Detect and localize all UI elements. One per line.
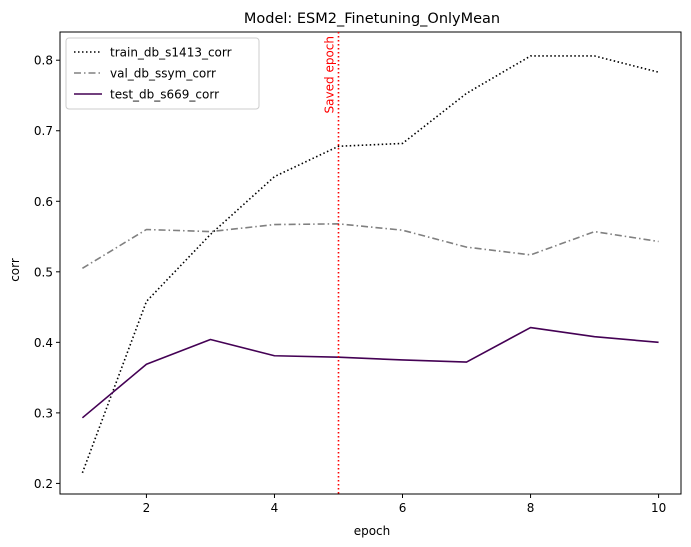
legend: train_db_s1413_corr val_db_ssym_corr test_…	[65, 37, 260, 110]
plot-frame	[59, 31, 682, 495]
legend-label: test_db_s669_corr	[110, 88, 219, 102]
x-axis-label: epoch	[354, 524, 391, 538]
x-tick-label: 8	[527, 501, 535, 515]
series-line-1	[81, 55, 659, 474]
legend-box	[65, 37, 260, 110]
y-tick-label: 0.6	[34, 195, 53, 209]
x-tick-label: 10	[651, 501, 666, 515]
x-tick-label: 4	[271, 501, 279, 515]
y-tick-label: 0.7	[34, 124, 53, 138]
x-tick-label: 6	[399, 501, 407, 515]
y-tick-label: 0.2	[34, 477, 53, 491]
y-tick-label: 0.8	[34, 54, 53, 68]
y-tick-label: 0.5	[34, 265, 53, 279]
series-line-3	[81, 326, 659, 419]
chart-title: Model: ESM2_Finetuning_OnlyMean	[244, 11, 500, 27]
x-tick-label: 2	[143, 501, 151, 515]
y-axis-label: corr	[8, 258, 22, 282]
plot-area: 2 4 6 8 10 0.2 0.3 0.4 0.5 0.6 0.7 0.8 Saved epoch tr…	[34, 31, 682, 515]
legend-label: val_db_ssym_corr	[110, 67, 216, 81]
y-tick-label: 0.4	[34, 336, 53, 350]
y-tick-label: 0.3	[34, 406, 53, 420]
legend-label: train_db_s1413_corr	[110, 46, 232, 60]
saved-epoch-label: Saved epoch	[322, 36, 336, 113]
series-line-2	[81, 223, 659, 269]
